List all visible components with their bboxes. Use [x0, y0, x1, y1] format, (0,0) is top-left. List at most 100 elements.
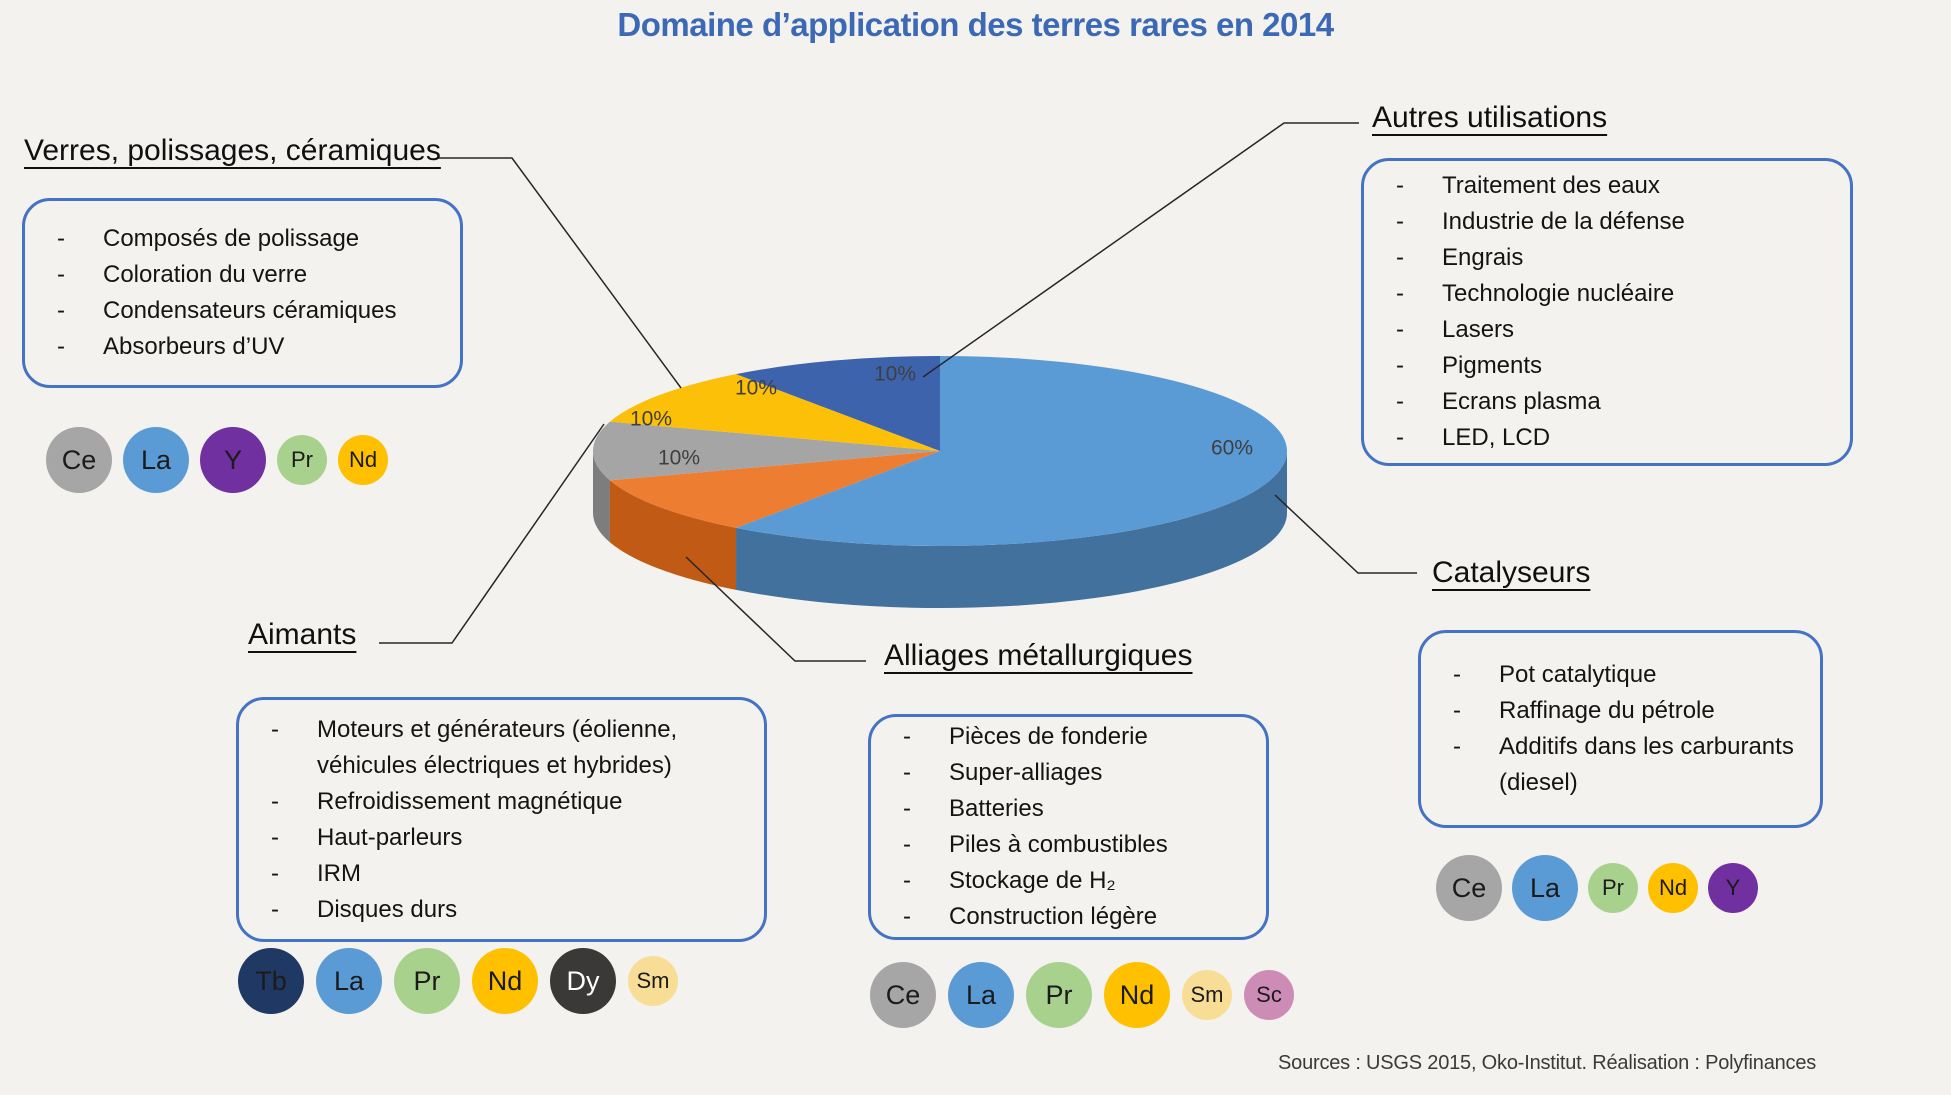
- list-item-text: Pigments: [1442, 352, 1543, 379]
- list-item: - Coloration du verre: [29, 257, 456, 293]
- list-item-text: Pot catalytique: [1499, 661, 1657, 688]
- list-item-dash: -: [1396, 172, 1404, 199]
- source-note: Sources : USGS 2015, Oko-Institut. Réali…: [1278, 1052, 1817, 1074]
- list-item: - Raffinage du pétrole: [1425, 693, 1816, 729]
- list-item-dash: -: [57, 261, 65, 288]
- list-item-text: Haut-parleurs: [317, 823, 463, 851]
- element-circle-Sm: Sm: [1182, 970, 1232, 1020]
- category-heading-alliages: Alliages métallurgiques: [884, 639, 1193, 672]
- pie-slice-3: [609, 374, 940, 451]
- element-circle-Y: Y: [200, 427, 266, 493]
- list-item-text: Disques durs: [317, 895, 458, 923]
- element-circle-Dy: Dy: [550, 948, 616, 1014]
- list-item-dash: -: [1396, 352, 1404, 379]
- list-item: - Condensateurs céramiques: [29, 293, 456, 329]
- pie-slice-side-0: [736, 451, 1288, 609]
- list-item-text: Pièces de fonderie: [949, 723, 1148, 750]
- list-item: - Industrie de la défense: [1368, 204, 1846, 240]
- element-circle-Sc: Sc: [1244, 970, 1294, 1020]
- element-circle-La: La: [948, 962, 1014, 1028]
- element-circle-Y: Y: [1708, 863, 1758, 913]
- list-item-dash: -: [271, 715, 279, 743]
- list-item: - Absorbeurs d’UV: [29, 329, 456, 365]
- list-item: - Composés de polissage: [29, 221, 456, 257]
- element-row-alliages: Ce La Pr Nd Sm Sc: [870, 962, 1294, 1028]
- callout-line-4: [1274, 494, 1417, 574]
- list-item-dash: -: [903, 831, 911, 858]
- list-item-text: Stockage de H₂: [949, 867, 1116, 894]
- list-item: - Ecrans plasma: [1368, 384, 1846, 420]
- list-item-text: Industrie de la défense: [1442, 208, 1685, 235]
- list-item: - LED, LCD: [1368, 420, 1846, 456]
- pie-slice-2: [592, 421, 940, 481]
- category-box-catalyseurs: - Pot catalytique - Raffinage du pétrole - Ad…: [1418, 630, 1823, 828]
- list-item: - Disques durs: [243, 892, 760, 928]
- list-item-text: Traitement des eaux: [1442, 172, 1660, 199]
- element-circle-Ce: Ce: [870, 962, 936, 1028]
- list-item-text: IRM: [317, 859, 361, 887]
- category-heading-verres: Verres, polissages, céramiques: [24, 134, 441, 167]
- pie-percent-label-1: 10%: [658, 447, 700, 470]
- list-item: - Stockage de H₂: [875, 863, 1262, 899]
- list-item-dash: -: [1453, 733, 1461, 760]
- list-item-dash: -: [903, 903, 911, 930]
- element-circle-Sm: Sm: [628, 956, 678, 1006]
- page-title-text: Domaine d’application des terres rares e…: [617, 6, 1334, 43]
- list-item-dash: -: [1396, 208, 1404, 235]
- list-item-dash: -: [271, 895, 279, 923]
- list-item-dash: -: [1396, 316, 1404, 343]
- list-item-dash: -: [57, 297, 65, 324]
- category-box-aimants: - Moteurs et générateurs (éolienne, véhic…: [236, 697, 767, 942]
- category-box-alliages: - Pièces de fonderie - Super-alliages - Batte…: [868, 714, 1269, 940]
- element-circle-Ce: Ce: [1436, 855, 1502, 921]
- list-item-text: Condensateurs céramiques: [103, 297, 397, 324]
- list-item-dash: -: [1453, 697, 1461, 724]
- element-circle-Nd: Nd: [1648, 863, 1698, 913]
- pie-percent-label-3: 10%: [735, 377, 777, 400]
- page-title: Domaine d’application des terres rares e…: [0, 6, 1951, 44]
- list-item-dash: -: [903, 795, 911, 822]
- list-item-dash: -: [271, 859, 279, 887]
- list-item: - Technologie nucléaire: [1368, 276, 1846, 312]
- element-row-verres: Ce La Y Pr Nd: [46, 427, 388, 493]
- pie-percent-label-0: 60%: [1211, 437, 1253, 460]
- element-circle-La: La: [1512, 855, 1578, 921]
- list-item: - Pigments: [1368, 348, 1846, 384]
- element-circle-Ce: Ce: [46, 427, 112, 493]
- element-circle-Nd: Nd: [472, 948, 538, 1014]
- list-item: - Additifs dans les carburants (diesel): [1425, 729, 1816, 801]
- list-item-dash: -: [903, 867, 911, 894]
- pie-slice-4: [736, 356, 940, 451]
- list-item-text: Coloration du verre: [103, 261, 308, 288]
- list-item-text: Absorbeurs d’UV: [103, 333, 285, 360]
- list-item-text: Refroidissement magnétique: [317, 787, 623, 815]
- list-item: - Lasers: [1368, 312, 1846, 348]
- callout-line-3: [922, 122, 1359, 378]
- list-item-text: Super-alliages: [949, 759, 1103, 786]
- list-item-dash: -: [271, 823, 279, 851]
- element-circle-La: La: [316, 948, 382, 1014]
- list-item: - Moteurs et générateurs (éolienne, véhic…: [243, 712, 760, 784]
- list-item-dash: -: [903, 723, 911, 750]
- callout-line-0: [437, 157, 682, 389]
- element-circle-Tb: Tb: [238, 948, 304, 1014]
- list-item-dash: -: [1396, 388, 1404, 415]
- category-box-autres: - Traitement des eaux - Industrie de la déf…: [1361, 158, 1853, 466]
- category-box-verres: - Composés de polissage - Coloration du ver…: [22, 198, 463, 388]
- element-circle-La: La: [123, 427, 189, 493]
- category-heading-autres: Autres utilisations: [1372, 101, 1608, 134]
- list-item-dash: -: [57, 333, 65, 360]
- list-item-dash: -: [1396, 244, 1404, 271]
- list-item: - Haut-parleurs: [243, 820, 760, 856]
- list-item: - Pièces de fonderie: [875, 719, 1262, 755]
- list-item-text: Technologie nucléaire: [1442, 280, 1675, 307]
- list-item: - Engrais: [1368, 240, 1846, 276]
- list-item-dash: -: [57, 225, 65, 252]
- list-item: - Pot catalytique: [1425, 657, 1816, 693]
- category-heading-aimants: Aimants: [248, 618, 357, 651]
- callout-line-2: [379, 423, 605, 644]
- element-circle-Pr: Pr: [277, 435, 327, 485]
- list-item-text: Composés de polissage: [103, 225, 360, 252]
- element-circle-Pr: Pr: [1026, 962, 1092, 1028]
